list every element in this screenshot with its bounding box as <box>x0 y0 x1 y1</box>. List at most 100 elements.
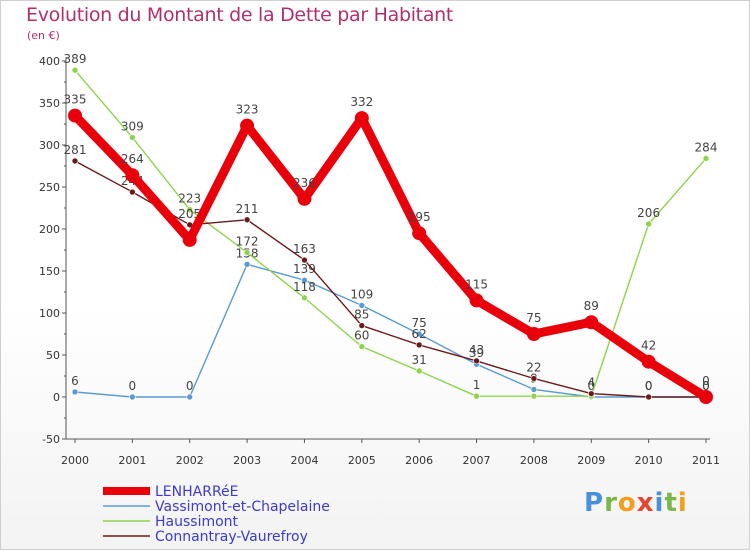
data-point <box>68 108 82 123</box>
series-line <box>74 263 707 398</box>
data-label: 0 <box>129 379 137 393</box>
series-line <box>70 111 711 402</box>
data-point <box>473 357 480 365</box>
data-point <box>645 393 652 401</box>
data-label: 0 <box>186 379 194 393</box>
data-label: 205 <box>178 207 201 221</box>
data-point <box>71 157 79 165</box>
y-tick-label: -50 <box>42 433 60 446</box>
series-1: 335 264 323 236 332 195 115 75 89 42 0 <box>64 93 713 404</box>
data-label: 0 <box>702 379 710 393</box>
data-label: 0 <box>702 374 710 388</box>
data-point <box>526 327 541 341</box>
data-point <box>699 390 713 404</box>
data-point <box>301 276 308 284</box>
legend-item: Haussimont <box>103 514 239 530</box>
data-label: 62 <box>412 327 427 341</box>
data-point <box>473 392 480 400</box>
data-point <box>297 191 312 206</box>
legend-item: Connantray-Vaurefroy <box>103 529 308 545</box>
data-label: 284 <box>695 140 718 154</box>
data-label: 42 <box>641 339 656 353</box>
data-label: 43 <box>469 343 484 357</box>
series-line <box>74 69 707 397</box>
data-label: 85 <box>354 308 369 322</box>
y-tick-label: 100 <box>39 307 60 320</box>
x-tick-label: 2002 <box>176 454 204 467</box>
data-label: 172 <box>236 235 259 249</box>
proxiti-logo: Proxiti <box>584 488 688 518</box>
data-point <box>412 226 427 241</box>
data-point <box>301 294 308 302</box>
data-point <box>702 155 710 162</box>
legend-item: LENHARRéE <box>103 484 239 500</box>
data-label: 1 <box>473 378 481 392</box>
x-tick-label: 2004 <box>290 454 318 467</box>
data-point <box>129 188 136 196</box>
data-point <box>186 206 194 213</box>
x-tick-label: 2007 <box>463 454 491 467</box>
data-label: 4 <box>587 376 595 390</box>
legend-label: Vassimont-et-Chapelaine <box>155 499 330 515</box>
x-tick-label: 2009 <box>577 454 605 467</box>
y-tick-label: 300 <box>39 139 60 152</box>
data-point <box>530 392 538 400</box>
data-label: 75 <box>412 316 427 330</box>
data-label: 31 <box>412 353 427 367</box>
data-point <box>415 341 423 349</box>
data-label: 115 <box>465 277 488 291</box>
data-point <box>71 66 79 74</box>
data-label: 195 <box>408 210 431 224</box>
x-tick-label: 2006 <box>405 454 433 467</box>
legend: LENHARRéEVassimont-et-ChapelaineHaussimo… <box>103 484 330 545</box>
legend-label: LENHARRéE <box>155 484 239 500</box>
data-point <box>469 293 484 308</box>
data-label: 264 <box>121 152 144 166</box>
data-point <box>71 388 79 396</box>
series-4: 28124420521116385624322400 <box>64 143 710 401</box>
data-point <box>641 354 656 369</box>
data-label: 0 <box>645 379 653 393</box>
series-2: 60015813910975399000 <box>71 246 710 401</box>
data-label: 60 <box>354 329 369 343</box>
data-point <box>243 260 251 268</box>
data-point <box>243 216 251 224</box>
data-point <box>125 168 140 183</box>
data-label: 6 <box>71 374 79 388</box>
data-label: 0 <box>587 379 595 393</box>
data-label: 236 <box>293 176 316 190</box>
y-tick-label: 0 <box>53 391 60 404</box>
data-label: 22 <box>526 361 541 375</box>
series-layer: 6001581391097539900038930922317211860311… <box>64 52 718 404</box>
chart-title: Evolution du Montant de la Dette par Hab… <box>26 4 454 26</box>
y-tick-label: 200 <box>39 223 60 236</box>
data-label: 89 <box>584 299 599 313</box>
data-point <box>186 393 194 401</box>
data-point <box>415 330 423 338</box>
data-label: 39 <box>469 346 484 360</box>
data-label: 389 <box>64 52 87 66</box>
data-label: 163 <box>293 242 316 256</box>
y-tick-label: 150 <box>39 265 60 278</box>
data-label: 309 <box>121 119 144 133</box>
data-point <box>587 390 595 397</box>
data-label: 0 <box>645 379 653 393</box>
chart-unit: (en €) <box>27 29 60 42</box>
data-point <box>584 315 599 330</box>
legend-item: Vassimont-et-Chapelaine <box>103 499 330 515</box>
data-label: 323 <box>236 103 259 117</box>
data-point <box>129 134 136 141</box>
data-point <box>415 367 423 375</box>
x-tick-label: 2005 <box>348 454 376 467</box>
y-tick-label: 50 <box>46 349 60 362</box>
y-tick-label: 250 <box>39 181 60 194</box>
data-label: 109 <box>350 287 373 301</box>
data-point <box>358 343 366 350</box>
y-tick-label: 400 <box>39 55 60 68</box>
data-point <box>358 302 366 309</box>
data-label: 206 <box>637 206 660 220</box>
x-tick-label: 2003 <box>233 454 261 467</box>
data-label: 0 <box>702 379 710 393</box>
